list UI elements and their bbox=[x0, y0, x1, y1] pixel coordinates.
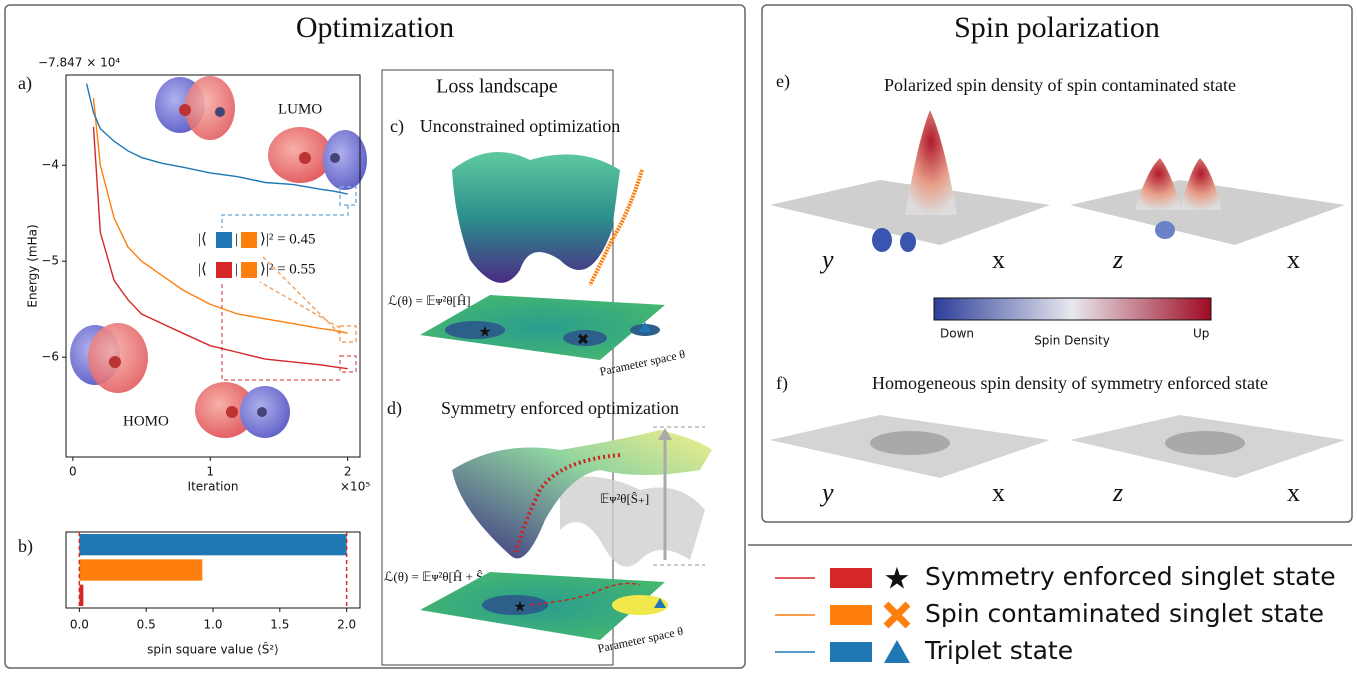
panel-title: Spin polarization bbox=[954, 11, 1160, 44]
x-axis-label: spin square value ⟨Ŝ²⟩ bbox=[147, 642, 279, 657]
annotation: LUMO bbox=[278, 101, 322, 117]
trajectory bbox=[513, 453, 621, 556]
trajectory bbox=[588, 169, 644, 286]
panel-subtitle: Polarized spin density of spin contamina… bbox=[884, 75, 1236, 95]
annotation: HOMO bbox=[123, 413, 169, 429]
overlap-singlet: |⟨ | ⟩|² = 0.55 bbox=[198, 261, 316, 278]
legend-label: Spin contaminated singlet state bbox=[925, 599, 1324, 628]
panel-subtitle: Homogeneous spin density of symmetry enf… bbox=[872, 373, 1268, 393]
axis-label: x bbox=[992, 478, 1005, 507]
panel-label: b) bbox=[18, 536, 33, 557]
axis-label: z bbox=[1112, 245, 1123, 274]
axis-label: z bbox=[1112, 478, 1123, 507]
density-surface bbox=[770, 415, 1345, 478]
penalty-surface bbox=[560, 476, 705, 567]
color-swatch bbox=[241, 232, 257, 248]
marker-star: ★ bbox=[478, 323, 491, 341]
axis-label: x bbox=[1287, 245, 1300, 274]
panel-label: c) bbox=[390, 116, 404, 137]
x-tick-label: 1.5 bbox=[270, 618, 289, 632]
line bbox=[92, 126, 348, 370]
molecule-lumo bbox=[155, 76, 367, 190]
formula: ℒ(θ) = 𝔼ᴪ²θ[Ĥ + Ŝ₊] bbox=[384, 569, 495, 584]
y-tick-label: −4 bbox=[41, 158, 59, 172]
marker-triangle bbox=[639, 322, 651, 332]
color-swatch bbox=[216, 262, 232, 278]
legend-swatch bbox=[830, 568, 872, 588]
legend-swatch bbox=[830, 642, 872, 662]
marker-star: ★ bbox=[513, 598, 526, 616]
parameter-plane bbox=[420, 295, 665, 360]
annotation: | bbox=[235, 231, 238, 247]
colorbar-label: Down bbox=[940, 327, 974, 341]
x-tick-label: 0 bbox=[69, 465, 77, 479]
annotation: ⟩|² = 0.55 bbox=[260, 261, 316, 277]
axis-label: x bbox=[992, 245, 1005, 274]
panel-frame bbox=[381, 69, 614, 666]
annotation: ⟩|² = 0.45 bbox=[260, 231, 316, 247]
line bbox=[92, 97, 348, 334]
x-tick-label: 2 bbox=[344, 465, 352, 479]
molecule-homo bbox=[70, 323, 290, 438]
legend-marker bbox=[883, 601, 911, 629]
legend-label: Triplet state bbox=[924, 636, 1073, 665]
axis-label: Parameter space θ bbox=[598, 347, 686, 379]
color-swatch bbox=[216, 232, 232, 248]
marker-cross: ✖ bbox=[577, 331, 590, 349]
density-surface bbox=[770, 110, 1345, 252]
overlap-triplet: |⟨ | ⟩|² = 0.45 bbox=[198, 231, 316, 248]
y-axis-label: Energy (mHa) bbox=[26, 224, 40, 307]
panel-label: f) bbox=[776, 373, 788, 394]
panel-label: d) bbox=[387, 398, 402, 419]
panel-label: a) bbox=[18, 73, 32, 94]
y-tick-label: −5 bbox=[41, 254, 59, 268]
panel-frame bbox=[761, 4, 1353, 523]
bar bbox=[79, 534, 347, 556]
line bbox=[85, 83, 348, 195]
annotation-arrows bbox=[221, 186, 357, 381]
x-tick-label: 0.5 bbox=[137, 618, 156, 632]
axis-label: y bbox=[819, 478, 834, 507]
x-tick-label: 1.0 bbox=[203, 618, 222, 632]
formula: ℒ(θ) = 𝔼ᴪ²θ[Ĥ] bbox=[388, 293, 471, 308]
annotation: | bbox=[235, 261, 238, 277]
marker-triangle bbox=[654, 598, 666, 608]
panel-label: e) bbox=[776, 71, 790, 92]
bar bbox=[79, 584, 84, 606]
axis-label: y bbox=[819, 245, 834, 274]
axis-label: x bbox=[1287, 478, 1300, 507]
y-offset: −7.847 × 10⁴ bbox=[38, 56, 120, 70]
colorbar-title: Spin Density bbox=[1034, 334, 1110, 348]
x-tick-label: 1 bbox=[206, 465, 214, 479]
arrowhead bbox=[658, 428, 672, 440]
panel-subtitle: Unconstrained optimization bbox=[420, 116, 620, 136]
panel-frame bbox=[4, 4, 746, 669]
legend-marker: ★ bbox=[884, 562, 911, 597]
x-offset: ×10⁵ bbox=[340, 480, 370, 494]
loss-surface bbox=[452, 152, 620, 283]
legend-marker bbox=[884, 640, 910, 663]
color-swatch bbox=[241, 262, 257, 278]
panel-title: Loss landscape bbox=[436, 76, 558, 98]
x-axis-label: Iteration bbox=[188, 480, 239, 494]
charts: −4 −5 −6 0 1 2 −7.847 × 10⁴ ×10⁵ Iteration Energy… bbox=[26, 56, 1336, 666]
plot-frame bbox=[65, 74, 361, 458]
panel-title: Optimization bbox=[296, 11, 454, 44]
legend-label: Symmetry enforced singlet state bbox=[925, 562, 1336, 591]
x-tick-label: 0.0 bbox=[70, 618, 89, 632]
panel-subtitle: Symmetry enforced optimization bbox=[441, 398, 679, 418]
loss-surface bbox=[452, 430, 712, 559]
formula: 𝔼ᴪ²θ[Ŝ₊] bbox=[600, 491, 649, 506]
guide bbox=[653, 426, 705, 566]
colorbar-label: Up bbox=[1193, 327, 1209, 341]
annotation: |⟨ bbox=[198, 261, 207, 277]
legend-swatch bbox=[830, 605, 872, 625]
x-tick-label: 2.0 bbox=[337, 618, 356, 632]
annotation: |⟨ bbox=[198, 231, 207, 247]
colorbar bbox=[933, 297, 1212, 321]
bar bbox=[79, 559, 203, 581]
y-tick-label: −6 bbox=[41, 350, 59, 364]
